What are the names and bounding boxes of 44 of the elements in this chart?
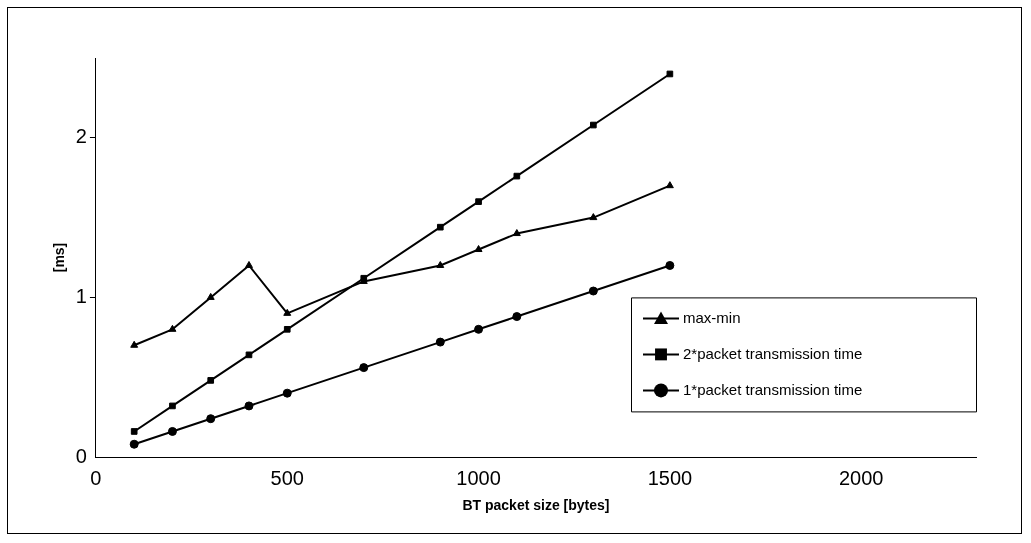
point xyxy=(130,428,138,435)
point xyxy=(129,439,139,449)
point xyxy=(474,324,484,334)
point xyxy=(283,308,292,316)
point xyxy=(665,260,675,270)
point xyxy=(666,70,674,78)
point xyxy=(207,377,215,384)
point xyxy=(130,340,139,348)
point xyxy=(475,198,482,205)
y-axis-title: [ms] xyxy=(51,242,68,273)
point xyxy=(245,351,253,359)
point xyxy=(168,324,177,332)
point xyxy=(665,181,674,189)
x-tick-label: 1500 xyxy=(647,466,693,489)
point xyxy=(244,401,254,411)
point xyxy=(512,229,521,237)
point xyxy=(590,121,597,129)
legend-label: 1*packet transmission time xyxy=(683,380,863,398)
x-tick-label: 2000 xyxy=(838,466,884,489)
y-tick-label: 1 xyxy=(75,284,87,307)
point xyxy=(589,213,598,221)
legend-label: max-min xyxy=(683,308,741,326)
point xyxy=(169,402,176,410)
y-tick-label: 2 xyxy=(75,125,87,148)
point xyxy=(436,223,444,231)
point xyxy=(512,312,522,322)
x-tick-label: 1000 xyxy=(456,466,501,489)
x-tick-label: 500 xyxy=(270,466,304,489)
x-axis-title: BT packet size [bytes] xyxy=(462,496,610,513)
point xyxy=(436,260,445,268)
point xyxy=(435,337,445,347)
point xyxy=(588,286,598,296)
legend-label: 2*packet transmission time xyxy=(683,344,863,362)
point xyxy=(282,388,292,398)
point xyxy=(167,426,177,436)
point xyxy=(474,245,483,253)
point xyxy=(283,325,291,333)
point xyxy=(359,363,369,373)
point xyxy=(245,260,253,268)
point xyxy=(206,292,215,300)
x-tick-label: 0 xyxy=(90,466,102,489)
point xyxy=(513,172,521,180)
point xyxy=(206,414,216,424)
y-tick-label: 0 xyxy=(75,444,87,467)
